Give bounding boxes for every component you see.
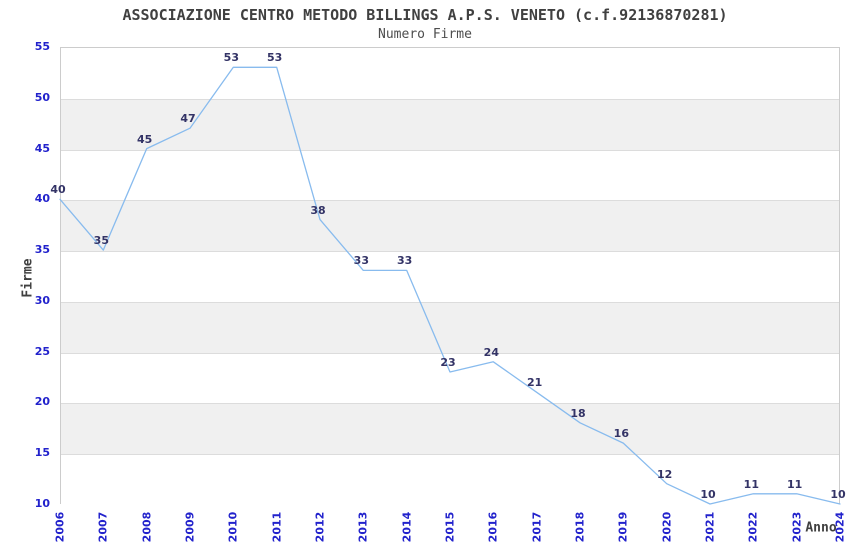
data-label: 11 bbox=[743, 477, 759, 491]
x-tick-label: 2009 bbox=[183, 511, 197, 543]
data-label: 11 bbox=[787, 477, 803, 491]
data-label: 47 bbox=[180, 112, 196, 126]
gridline bbox=[61, 352, 839, 354]
data-label: 53 bbox=[267, 51, 283, 65]
x-tick-label: 2021 bbox=[703, 511, 717, 543]
gridline bbox=[61, 301, 839, 303]
plot-band bbox=[61, 98, 839, 150]
data-label: 16 bbox=[613, 427, 629, 441]
y-tick-label: 25 bbox=[34, 344, 50, 358]
data-label: 35 bbox=[93, 234, 109, 248]
x-tick-label: 2023 bbox=[790, 511, 804, 543]
x-tick-label: 2010 bbox=[226, 511, 240, 543]
y-tick-label: 45 bbox=[34, 141, 50, 155]
x-tick-label: 2012 bbox=[313, 511, 327, 543]
plot-band bbox=[61, 48, 839, 99]
plot-band bbox=[61, 403, 839, 455]
data-label: 33 bbox=[397, 254, 413, 268]
data-label: 21 bbox=[527, 376, 543, 390]
data-label: 10 bbox=[830, 488, 846, 501]
gridline bbox=[61, 98, 839, 100]
x-tick-label: 2022 bbox=[746, 511, 760, 543]
gridline bbox=[61, 149, 839, 151]
chart-subtitle: Numero Firme bbox=[378, 27, 472, 42]
data-label: 23 bbox=[440, 355, 456, 369]
y-tick-label: 50 bbox=[34, 90, 50, 104]
plot-band bbox=[61, 454, 839, 505]
data-label: 10 bbox=[700, 488, 716, 501]
data-label: 18 bbox=[570, 406, 586, 420]
y-tick-label: 30 bbox=[34, 293, 50, 307]
gridline bbox=[61, 454, 839, 456]
y-tick-label: 35 bbox=[34, 243, 50, 257]
y-tick-label: 20 bbox=[34, 395, 50, 409]
x-tick-label: 2015 bbox=[443, 511, 457, 543]
data-label: 33 bbox=[353, 254, 369, 268]
x-tick-label: 2016 bbox=[486, 511, 500, 543]
x-tick-label: 2013 bbox=[356, 511, 370, 543]
gridline bbox=[61, 251, 839, 253]
data-label: 24 bbox=[483, 345, 499, 359]
data-label: 12 bbox=[657, 467, 673, 481]
data-label: 38 bbox=[310, 203, 326, 217]
chart-title: ASSOCIAZIONE CENTRO METODO BILLINGS A.P.… bbox=[122, 6, 728, 24]
x-tick-label: 2019 bbox=[616, 511, 630, 543]
y-tick-label: 15 bbox=[34, 446, 50, 460]
plot-band bbox=[61, 200, 839, 252]
x-tick-label: 2017 bbox=[530, 511, 544, 543]
y-tick-label: 55 bbox=[34, 40, 50, 53]
data-label: 40 bbox=[50, 183, 66, 197]
data-label: 45 bbox=[137, 132, 153, 146]
y-tick-label: 10 bbox=[34, 497, 50, 510]
gridline bbox=[61, 200, 839, 202]
x-tick-label: 2014 bbox=[400, 511, 414, 543]
data-label: 53 bbox=[223, 51, 239, 65]
plot-band bbox=[61, 301, 839, 353]
x-tick-label: 2011 bbox=[270, 511, 284, 543]
x-tick-label: 2006 bbox=[53, 511, 67, 543]
x-tick-label: 2020 bbox=[660, 511, 674, 543]
x-axis-title: Anno bbox=[805, 520, 837, 536]
y-tick-label: 40 bbox=[34, 192, 50, 206]
gridline bbox=[61, 403, 839, 405]
x-tick-label: 2018 bbox=[573, 511, 587, 543]
y-axis-title: Firme bbox=[20, 258, 36, 298]
x-tick-label: 2007 bbox=[96, 511, 110, 543]
plot-area bbox=[60, 47, 840, 505]
plot-band bbox=[61, 149, 839, 201]
x-tick-label: 2008 bbox=[140, 511, 154, 543]
plot-band bbox=[61, 251, 839, 302]
